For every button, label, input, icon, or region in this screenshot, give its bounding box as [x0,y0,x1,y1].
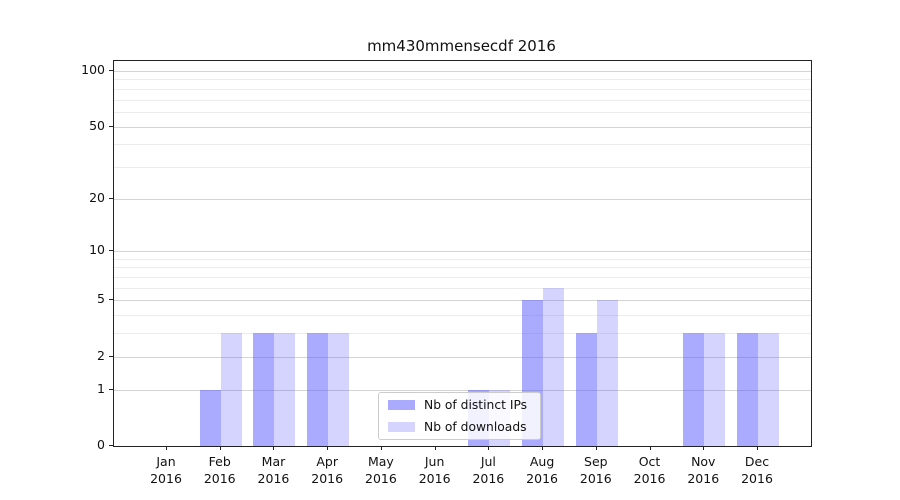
x-tick-year: 2016 [741,470,773,486]
y-tick-label: 2 [97,347,105,363]
x-tick-label: Jan 2016 [126,454,206,487]
y-tick-mark [109,197,113,199]
legend-swatch-distinct-ips-icon [388,400,415,410]
y-tick-mark [109,355,113,357]
y-tick-label: 100 [81,62,105,77]
x-tick-year: 2016 [150,470,182,486]
x-tick-year: 2016 [203,470,236,486]
y-tick-label: 0 [97,437,105,452]
legend: Nb of distinct IPs Nb of downloads [378,392,541,440]
x-tick-label: Oct 2016 [610,454,690,487]
gridline-minor [114,88,811,90]
x-tick-year: 2016 [472,470,505,486]
gridline-minor [114,79,811,81]
x-tick-label: Jul 2016 [448,454,528,487]
y-tick-label: 50 [89,117,105,133]
bar-dec-downloads [758,333,779,446]
gridline-minor [114,111,811,113]
legend-item-distinct-ips: Nb of distinct IPs [385,396,534,415]
y-tick-label: 5 [97,291,105,307]
x-tick-year: 2016 [579,470,612,486]
chart-title: mm430mmensecdf 2016 [367,37,556,55]
gridline-major [114,389,811,391]
y-tick-label: 20 [89,189,105,205]
y-tick-mark [109,125,113,127]
bar-sep-distinct-ips [575,333,597,446]
x-tick-mark [327,446,329,450]
x-tick-mark [434,446,436,450]
legend-swatch-downloads-icon [388,422,415,432]
bar-nov-downloads [704,333,726,446]
bar-sep-downloads [596,300,618,446]
bar-apr-distinct-ips [307,333,329,446]
x-tick-year: 2016 [633,470,666,486]
y-tick-mark [109,299,113,301]
x-tick-mark [542,446,544,450]
bar-aug-downloads [543,287,565,446]
x-tick-mark [703,446,705,450]
x-tick-mark [649,446,651,450]
legend-label-downloads: Nb of downloads [424,420,527,434]
x-tick-label: Feb 2016 [180,454,260,487]
gridline-major [114,71,811,72]
y-tick-mark [109,250,113,252]
y-tick-label: 1 [97,380,105,396]
x-tick-year: 2016 [311,470,344,486]
bar-apr-downloads [328,333,350,446]
plot-area [113,60,812,447]
legend-item-downloads: Nb of downloads [385,418,534,437]
x-tick-year: 2016 [687,470,720,486]
gridline-minor [114,287,811,289]
x-tick-label: Nov 2016 [663,454,743,487]
bar-dec-distinct-ips [737,333,758,446]
bar-nov-distinct-ips [683,333,705,446]
bar-feb-downloads [220,333,242,446]
x-tick-year: 2016 [257,470,290,486]
x-tick-label: Aug 2016 [502,454,582,487]
x-tick-label: Dec 2016 [717,454,797,487]
x-tick-mark [380,446,382,450]
bar-mar-downloads [274,333,296,446]
x-tick-label: May 2016 [341,454,421,487]
x-tick-label: Sep 2016 [556,454,636,487]
y-tick-mark [109,70,113,71]
gridline-minor [114,166,811,168]
gridline-minor [114,144,811,146]
y-tick-mark [109,445,113,446]
gridline-minor [114,99,811,101]
gridline-major [114,198,811,200]
x-tick-label: Mar 2016 [233,454,313,487]
gridline-major [114,300,811,302]
gridline-minor [114,258,811,260]
x-tick-mark [273,446,275,450]
gridline-minor [114,315,811,317]
y-tick-label: 10 [89,242,105,258]
x-tick-year: 2016 [418,470,451,486]
gridline-major [114,251,811,253]
bar-mar-distinct-ips [253,333,275,446]
x-tick-year: 2016 [365,470,397,486]
gridline-major [114,356,811,358]
x-tick-label: Jun 2016 [395,454,475,487]
gridline-minor [114,277,811,279]
x-tick-mark [757,446,758,450]
gridline-minor [114,333,811,335]
legend-label-distinct-ips: Nb of distinct IPs [424,398,528,412]
gridline-major [114,126,811,128]
gridline-minor [114,267,811,269]
x-tick-mark [166,446,167,450]
y-tick-mark [109,388,113,390]
x-tick-label: Apr 2016 [287,454,367,487]
x-tick-year: 2016 [526,470,558,486]
x-tick-mark [488,446,490,450]
x-tick-mark [595,446,597,450]
bar-feb-distinct-ips [199,389,221,446]
x-tick-mark [219,446,221,450]
